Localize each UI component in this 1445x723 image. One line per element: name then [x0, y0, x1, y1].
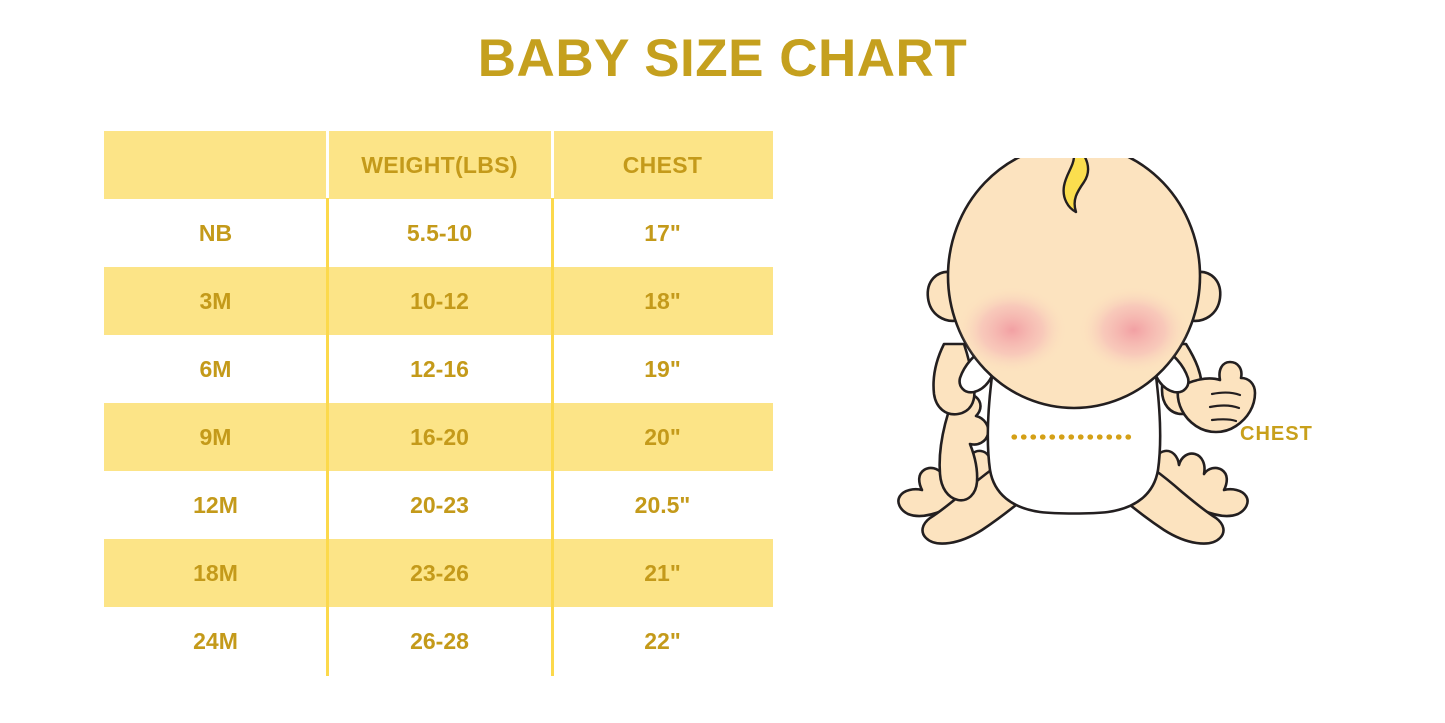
table-row: 12M 20-23 20.5" [104, 471, 773, 539]
column-header-weight: WEIGHT(LBS) [327, 131, 552, 199]
chest-measure-label: CHEST [1240, 423, 1313, 445]
cell-weight: 23-26 [327, 539, 552, 607]
cell-chest: 19" [552, 335, 773, 403]
cell-size: 6M [104, 335, 327, 403]
header-divider-2 [551, 131, 554, 198]
baby-head [946, 142, 1202, 410]
cell-weight: 26-28 [327, 607, 552, 675]
table-row: NB 5.5-10 17" [104, 199, 773, 267]
cell-size: 24M [104, 607, 327, 675]
column-divider-2 [551, 131, 554, 676]
baby-hair-curl [1062, 142, 1090, 214]
table-row: 24M 26-28 22" [104, 607, 773, 675]
cell-size: NB [104, 199, 327, 267]
cell-size: 9M [104, 403, 327, 471]
cell-weight: 12-16 [327, 335, 552, 403]
cell-chest: 18" [552, 267, 773, 335]
cell-weight: 10-12 [327, 267, 552, 335]
table-header-row: WEIGHT(LBS) CHEST [104, 131, 773, 199]
cell-chest: 20.5" [552, 471, 773, 539]
table-row: 3M 10-12 18" [104, 267, 773, 335]
cell-weight: 20-23 [327, 471, 552, 539]
page-title: BABY SIZE CHART [477, 29, 968, 88]
cell-chest: 21" [552, 539, 773, 607]
table-row: 6M 12-16 19" [104, 335, 773, 403]
cell-size: 18M [104, 539, 327, 607]
column-divider-1 [326, 131, 329, 676]
header-divider-1 [326, 131, 329, 198]
cell-chest: 20" [552, 403, 773, 471]
table-row: 9M 16-20 20" [104, 403, 773, 471]
baby-illustration [878, 142, 1268, 606]
cell-size: 3M [104, 267, 327, 335]
column-header-size [104, 131, 327, 199]
cell-chest: 22" [552, 607, 773, 675]
cell-chest: 17" [552, 199, 773, 267]
table-row: 18M 23-26 21" [104, 539, 773, 607]
column-header-chest: CHEST [552, 131, 773, 199]
cell-size: 12M [104, 471, 327, 539]
cell-weight: 5.5-10 [327, 199, 552, 267]
size-chart-table: WEIGHT(LBS) CHEST NB 5.5-10 17" 3M 10-12 18" 6M 1… [104, 131, 773, 675]
cell-weight: 16-20 [327, 403, 552, 471]
